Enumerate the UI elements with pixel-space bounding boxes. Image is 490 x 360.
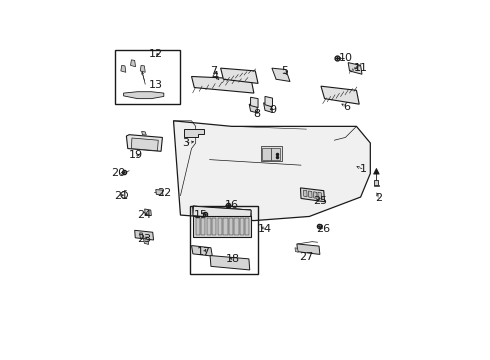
Polygon shape bbox=[131, 138, 158, 151]
Polygon shape bbox=[321, 86, 359, 104]
Polygon shape bbox=[218, 219, 222, 235]
Bar bbox=[115, 50, 180, 104]
Polygon shape bbox=[374, 185, 379, 186]
Polygon shape bbox=[245, 219, 249, 235]
Text: 7: 7 bbox=[210, 66, 217, 76]
Polygon shape bbox=[235, 219, 239, 235]
Polygon shape bbox=[303, 190, 307, 197]
Polygon shape bbox=[207, 219, 211, 235]
Polygon shape bbox=[210, 256, 250, 270]
Polygon shape bbox=[193, 206, 251, 220]
Polygon shape bbox=[142, 131, 147, 135]
Polygon shape bbox=[173, 121, 370, 221]
Text: 1: 1 bbox=[360, 164, 367, 174]
Text: 4: 4 bbox=[212, 72, 219, 81]
Polygon shape bbox=[145, 209, 151, 216]
Polygon shape bbox=[144, 239, 148, 244]
Text: 11: 11 bbox=[354, 63, 368, 73]
Text: 18: 18 bbox=[226, 255, 240, 264]
Text: 20: 20 bbox=[111, 168, 125, 179]
Text: 24: 24 bbox=[137, 210, 151, 220]
Polygon shape bbox=[184, 129, 204, 138]
Polygon shape bbox=[135, 230, 153, 240]
Polygon shape bbox=[314, 192, 317, 198]
Text: 5: 5 bbox=[281, 66, 288, 76]
Text: 2: 2 bbox=[375, 193, 382, 203]
Polygon shape bbox=[295, 248, 298, 252]
Text: 6: 6 bbox=[343, 102, 350, 112]
Polygon shape bbox=[272, 68, 290, 81]
Text: 13: 13 bbox=[148, 80, 163, 90]
Polygon shape bbox=[318, 192, 321, 199]
Polygon shape bbox=[194, 216, 250, 237]
Text: 10: 10 bbox=[339, 53, 352, 63]
Text: 16: 16 bbox=[225, 201, 239, 210]
Bar bbox=[262, 148, 270, 159]
Text: 17: 17 bbox=[197, 247, 211, 257]
Polygon shape bbox=[156, 190, 163, 195]
Polygon shape bbox=[193, 206, 251, 220]
Bar bbox=[190, 206, 258, 274]
Polygon shape bbox=[140, 66, 145, 72]
Text: 12: 12 bbox=[148, 49, 163, 59]
Text: 15: 15 bbox=[194, 210, 208, 220]
Text: 21: 21 bbox=[114, 191, 128, 201]
Polygon shape bbox=[212, 219, 217, 235]
Polygon shape bbox=[193, 206, 251, 220]
Text: 14: 14 bbox=[258, 224, 272, 234]
Polygon shape bbox=[229, 219, 233, 235]
Polygon shape bbox=[309, 191, 312, 198]
Polygon shape bbox=[374, 180, 378, 185]
Polygon shape bbox=[126, 135, 162, 151]
Text: 9: 9 bbox=[270, 105, 277, 115]
Polygon shape bbox=[265, 96, 272, 107]
Polygon shape bbox=[220, 68, 258, 84]
Text: 19: 19 bbox=[129, 150, 143, 161]
Polygon shape bbox=[140, 233, 143, 238]
Polygon shape bbox=[192, 76, 254, 93]
Polygon shape bbox=[264, 103, 272, 112]
Polygon shape bbox=[240, 219, 244, 235]
Polygon shape bbox=[297, 244, 320, 255]
Text: 27: 27 bbox=[299, 252, 314, 262]
Polygon shape bbox=[249, 104, 258, 113]
Polygon shape bbox=[348, 63, 362, 74]
Polygon shape bbox=[121, 66, 126, 72]
Polygon shape bbox=[192, 246, 212, 256]
Polygon shape bbox=[201, 219, 205, 235]
Text: 22: 22 bbox=[157, 188, 171, 198]
Polygon shape bbox=[130, 60, 136, 67]
Polygon shape bbox=[196, 219, 200, 235]
Text: 8: 8 bbox=[253, 109, 260, 119]
Polygon shape bbox=[250, 97, 258, 108]
Text: 3: 3 bbox=[182, 138, 190, 148]
Polygon shape bbox=[123, 92, 164, 99]
Bar bbox=[271, 148, 280, 159]
Text: 26: 26 bbox=[316, 224, 330, 234]
FancyArrowPatch shape bbox=[374, 168, 379, 174]
Bar bbox=[261, 146, 282, 161]
Polygon shape bbox=[223, 219, 227, 235]
Text: 23: 23 bbox=[137, 234, 151, 244]
Polygon shape bbox=[300, 188, 324, 202]
Text: 25: 25 bbox=[314, 196, 327, 206]
